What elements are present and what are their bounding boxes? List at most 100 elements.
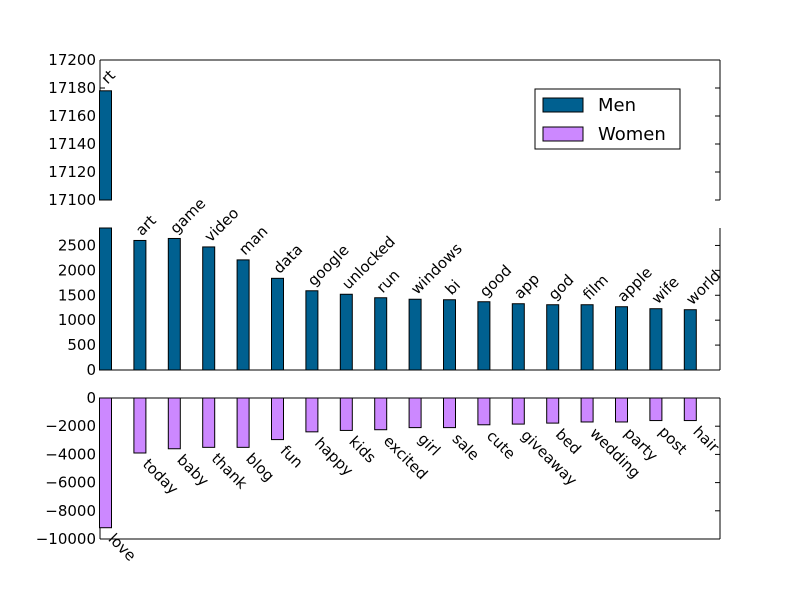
y-tick-label: 0 bbox=[86, 361, 96, 379]
y-tick-label: 1000 bbox=[58, 311, 96, 329]
bar-men bbox=[167, 237, 181, 371]
bar-men-world: world bbox=[682, 267, 724, 371]
bar-women bbox=[683, 397, 697, 422]
bar-women bbox=[167, 397, 181, 450]
bar-women bbox=[649, 397, 663, 422]
bar-women bbox=[443, 397, 456, 429]
bar-men bbox=[511, 303, 525, 371]
y-tick-label: 17120 bbox=[48, 163, 96, 181]
bar-men-rt: rt bbox=[98, 66, 119, 371]
bar-men-good: good bbox=[476, 261, 515, 371]
bar-label-men: god bbox=[545, 271, 578, 304]
legend-swatch-women bbox=[542, 126, 584, 142]
bar-men bbox=[271, 277, 284, 371]
y-tick-label: −2000 bbox=[45, 417, 96, 435]
bar-men bbox=[339, 293, 353, 371]
bar-men bbox=[443, 299, 456, 371]
bar-men-film: film bbox=[579, 271, 612, 371]
bar-women bbox=[236, 397, 250, 448]
bar-men bbox=[374, 297, 388, 371]
bar-label-women: girl bbox=[414, 430, 444, 460]
bar-women bbox=[339, 397, 353, 431]
y-tick-label: 0 bbox=[86, 389, 96, 407]
bar-men bbox=[580, 304, 594, 371]
y-tick-label: 17160 bbox=[48, 107, 96, 125]
bar-label-men: rt bbox=[98, 66, 119, 87]
bar-women-hair: hair bbox=[683, 397, 723, 457]
bar-women bbox=[511, 397, 525, 425]
y-tick-label: 17180 bbox=[48, 79, 96, 97]
bar-label-women: hair bbox=[689, 423, 723, 457]
bar-label-women: thank bbox=[208, 449, 251, 492]
bar-label-women: cute bbox=[483, 427, 519, 463]
bar-label-men: world bbox=[682, 267, 724, 309]
axes-men-upper: 17100 17120 17140 17160 17180 17200 bbox=[48, 51, 721, 209]
bar-men bbox=[683, 309, 697, 371]
bar-label-women: love bbox=[105, 530, 140, 565]
bar-women bbox=[408, 397, 422, 429]
bar-women-fun: fun bbox=[271, 397, 307, 472]
legend: Men Women bbox=[534, 88, 681, 150]
y-tick-label: 2000 bbox=[58, 261, 96, 279]
bar-men bbox=[546, 304, 560, 371]
y-tick-label: 17140 bbox=[48, 135, 96, 153]
legend-swatch-men bbox=[542, 97, 584, 113]
bar-men bbox=[408, 298, 422, 371]
bar-women bbox=[133, 397, 147, 454]
bar-men bbox=[133, 239, 147, 371]
bar-label-men: bi bbox=[442, 276, 464, 298]
bar-label-women: fun bbox=[277, 442, 307, 472]
bar-men-man: man bbox=[235, 222, 271, 371]
bar-women bbox=[615, 397, 628, 423]
bar-men-bi: bi bbox=[442, 276, 464, 371]
bar-label-men: good bbox=[476, 261, 515, 300]
bar-women bbox=[580, 397, 594, 423]
bar-women bbox=[305, 397, 319, 433]
bar-women-girl: girl bbox=[408, 397, 444, 460]
y-tick-label: 1500 bbox=[58, 286, 96, 304]
y-tick-label: −10000 bbox=[36, 530, 96, 548]
bar-men-windows: windows bbox=[407, 239, 466, 371]
bar-women bbox=[271, 397, 284, 441]
bar-label-men: apple bbox=[614, 263, 656, 305]
y-tick-label: −6000 bbox=[45, 474, 96, 492]
bar-men bbox=[615, 306, 628, 371]
bar-men-run: run bbox=[373, 266, 404, 371]
y-tick-label: 17200 bbox=[48, 51, 96, 69]
bar-men bbox=[477, 301, 491, 371]
bar-label-men: data bbox=[270, 241, 307, 278]
bar-label-men: film bbox=[579, 271, 612, 304]
bar-label-women: sale bbox=[449, 430, 483, 464]
legend-label-women: Women bbox=[598, 124, 666, 145]
bar-men-art: art bbox=[132, 211, 160, 371]
bar-men bbox=[236, 259, 250, 371]
bar-women bbox=[99, 397, 112, 529]
bar-women-sale: sale bbox=[443, 397, 483, 464]
bar-label-men: man bbox=[235, 222, 271, 258]
y-tick-label: 2500 bbox=[58, 236, 96, 254]
bar-men bbox=[305, 290, 319, 371]
y-tick-label: 17100 bbox=[48, 191, 96, 209]
bar-women bbox=[546, 397, 560, 424]
bar-men bbox=[99, 90, 112, 201]
y-tick-label: −8000 bbox=[45, 502, 96, 520]
bar-men-god: god bbox=[545, 271, 578, 371]
bar-label-men: art bbox=[132, 211, 160, 239]
bar-men-data: data bbox=[270, 241, 307, 371]
bar-label-men: run bbox=[373, 266, 404, 297]
bar-women bbox=[374, 397, 388, 431]
y-tick-label: 500 bbox=[67, 336, 96, 354]
y-tick-label: −4000 bbox=[45, 445, 96, 463]
legend-label-men: Men bbox=[598, 95, 636, 116]
bar-men bbox=[202, 246, 216, 371]
bar-men-wife: wife bbox=[648, 273, 683, 371]
bar-women bbox=[477, 397, 491, 426]
bar-men-video: video bbox=[201, 204, 243, 371]
bar-women bbox=[202, 397, 216, 448]
bar-men bbox=[99, 227, 112, 371]
bar-men-app: app bbox=[510, 270, 543, 371]
bar-label-men: app bbox=[510, 270, 543, 303]
bar-men bbox=[649, 308, 663, 371]
bar-label-men: video bbox=[201, 204, 243, 246]
